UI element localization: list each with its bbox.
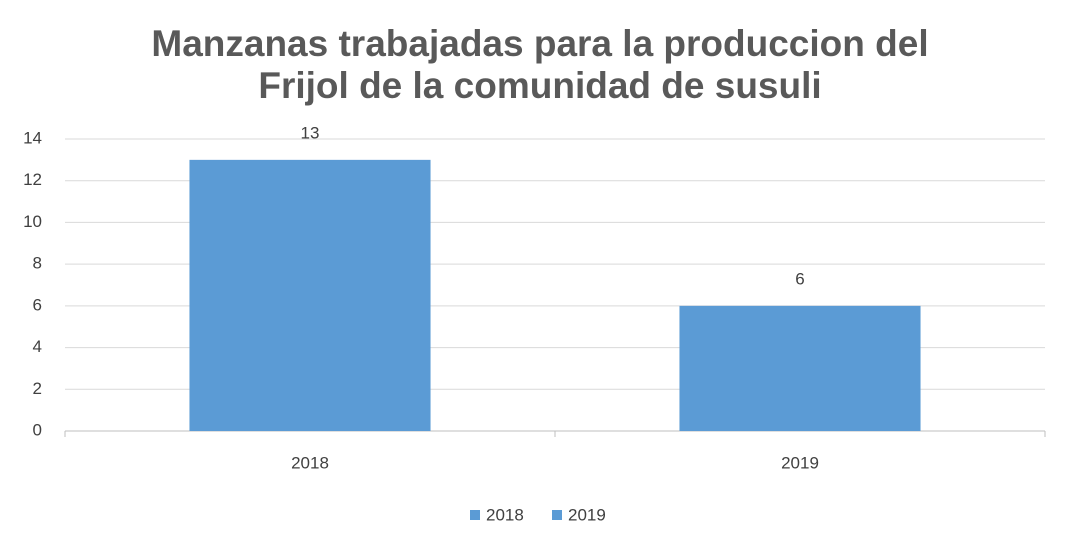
legend-label: 2019 [568,505,606,524]
bar [189,159,431,431]
legend-swatch [470,510,480,520]
chart-title: Frijol de la comunidad de susuli [258,65,821,106]
chart-title: Manzanas trabajadas para la produccion d… [151,23,928,64]
y-tick-label: 10 [23,212,42,231]
y-tick-label: 0 [33,420,42,439]
data-label: 13 [301,123,320,142]
data-label: 6 [795,269,804,288]
y-tick-label: 4 [33,337,42,356]
y-tick-label: 6 [33,295,42,314]
y-tick-label: 12 [23,170,42,189]
x-tick-label: 2019 [781,453,819,472]
legend-label: 2018 [486,505,524,524]
y-tick-label: 8 [33,254,42,273]
y-tick-label: 14 [23,128,42,147]
x-tick-label: 2018 [291,453,329,472]
bar [679,305,921,431]
y-tick-label: 2 [33,379,42,398]
legend-swatch [552,510,562,520]
